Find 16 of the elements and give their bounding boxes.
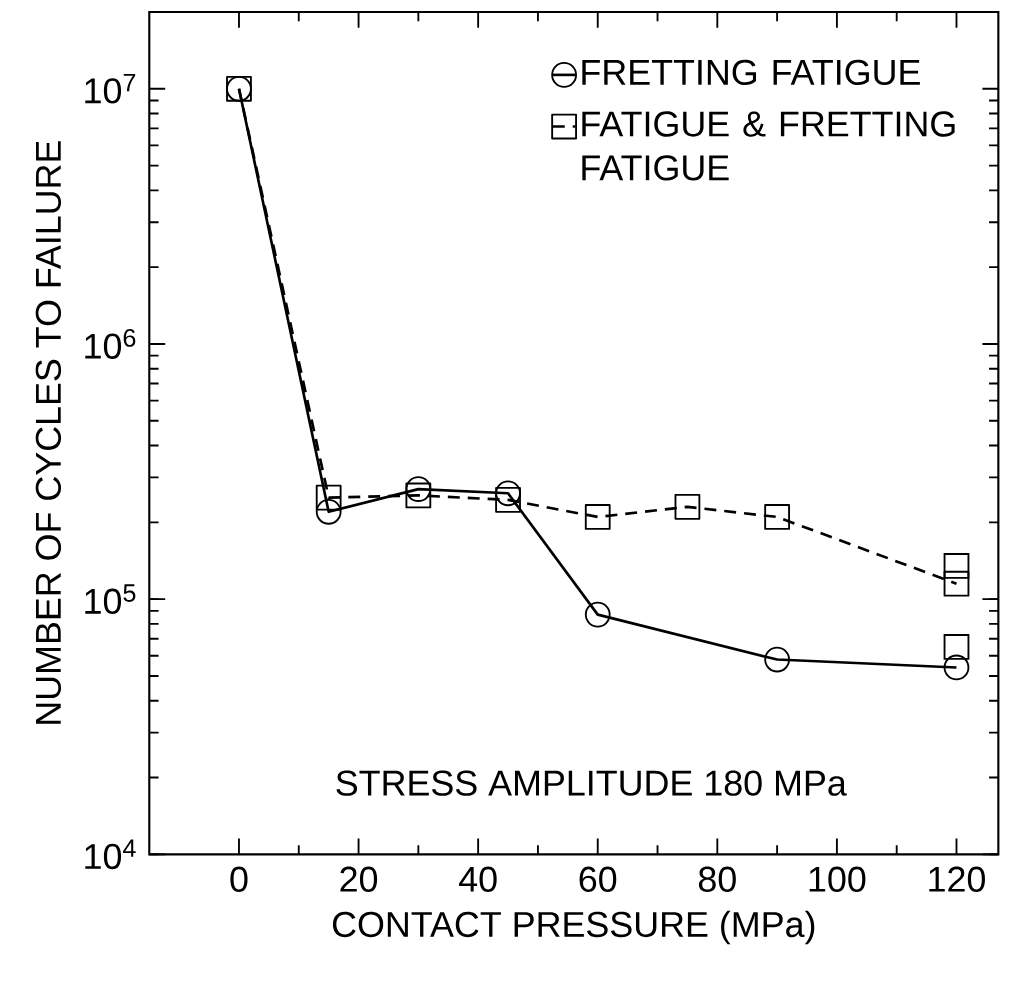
legend-label: FRETTING FATIGUE bbox=[582, 59, 920, 86]
y-tick-label: 10$^{4}$ bbox=[85, 839, 136, 870]
x-tick-label: 40 bbox=[459, 866, 497, 892]
y-tick-label: 10$^{6}$ bbox=[85, 329, 136, 359]
x-tick-label: 0 bbox=[230, 866, 248, 892]
legend-label: FATIGUE & FRETTING FATIGUE bbox=[582, 111, 955, 181]
x-tick-label: 80 bbox=[698, 866, 736, 892]
x-tick-label: 60 bbox=[579, 866, 617, 892]
x-tick-label: 100 bbox=[809, 866, 866, 892]
y-tick-label: 10$^{5}$ bbox=[85, 584, 136, 614]
x-tick-label: 20 bbox=[340, 866, 378, 892]
y-tick-label: 10$^{7}$ bbox=[85, 73, 136, 104]
x-axis-title: CONTACT PRESSURE (MPa) bbox=[332, 910, 815, 945]
annotation: STRESS AMPLITUDE 180 MPa bbox=[336, 770, 847, 796]
y-axis-title: NUMBER OF CYCLES TO FAILURE bbox=[35, 141, 62, 724]
x-tick-label: 120 bbox=[929, 866, 985, 892]
